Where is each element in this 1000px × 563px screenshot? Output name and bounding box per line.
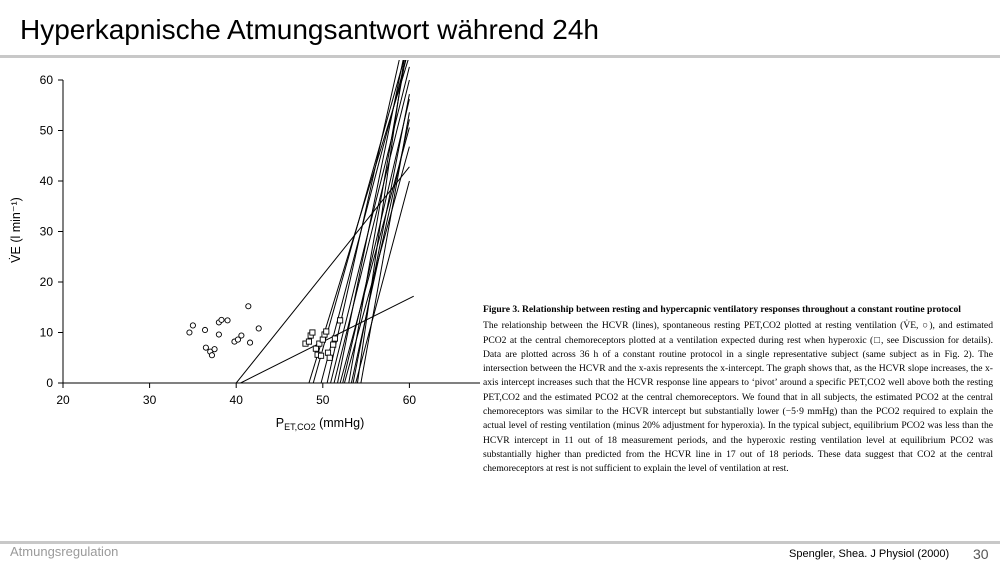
central-pco2-marker: [318, 352, 325, 359]
central-pco2-marker: [337, 317, 344, 324]
slide-title: Hyperkapnische Atmungsantwort während 24…: [20, 14, 600, 45]
caption-body: The relationship between the HCVR (lines…: [483, 320, 993, 475]
resting-petco2-marker: [211, 346, 218, 353]
resting-petco2-marker: [224, 317, 231, 324]
y-tick-label: 50: [40, 124, 54, 138]
resting-petco2-marker: [247, 339, 254, 346]
y-tick-label: 40: [40, 174, 54, 188]
resting-petco2-marker: [201, 326, 209, 334]
hcvr-line: [355, 180, 410, 384]
y-tick-label: 30: [40, 225, 54, 239]
figure-caption: Figure 3. Relationship between resting a…: [483, 303, 993, 477]
y-tick-label: 0: [46, 376, 53, 390]
footer-divider: [0, 541, 1000, 544]
hcvr-line: [360, 112, 410, 384]
central-pco2-marker: [312, 345, 319, 352]
resting-petco2-marker: [245, 303, 252, 310]
y-axis-title: V̇E (l min⁻¹): [9, 197, 23, 263]
hcvr-line: [356, 60, 405, 384]
axis-labels: 0 10 20 30 40 50 60 20 30 40 50 60 PET,CO2 (mmHg) V̇E…: [9, 73, 416, 432]
resting-petco2-marker: [208, 352, 216, 359]
x-tick-label: 60: [403, 393, 417, 407]
central-pco2-marker: [305, 338, 312, 345]
page-number: 30: [973, 546, 989, 562]
central-pco2-marker: [309, 329, 316, 336]
hcvr-chart: 0 10 20 30 40 50 60 20 30 40 50 60 PET,CO2 (mmHg) V̇E…: [9, 60, 480, 432]
x-tick-label: 40: [230, 393, 244, 407]
central-pco2-marker: [330, 341, 337, 348]
x-axis-title: PET,CO2 (mmHg): [276, 416, 364, 432]
resting-petco2-marker: [202, 344, 209, 351]
central-pco2-marker: [324, 349, 332, 356]
hcvr-line: [337, 60, 404, 384]
resting-petco2-marker: [238, 332, 245, 339]
x-tick-label: 50: [316, 393, 330, 407]
y-tick-label: 20: [40, 275, 54, 289]
data-markers: [186, 303, 344, 361]
hcvr-line: [352, 94, 410, 384]
y-tick-label: 60: [40, 73, 54, 87]
hcvr-line: [342, 99, 410, 384]
citation: Spengler, Shea. J Physiol (2000): [789, 548, 950, 560]
y-tick-label: 10: [40, 326, 54, 340]
hcvr-line: [312, 60, 405, 384]
central-pco2-marker: [331, 335, 338, 342]
resting-petco2-marker: [255, 325, 262, 332]
hcvr-line: [333, 79, 410, 384]
resting-petco2-marker: [215, 331, 222, 338]
title-divider: [0, 55, 1000, 58]
resting-petco2-marker: [234, 336, 241, 343]
x-tick-label: 30: [143, 393, 157, 407]
resting-petco2-marker: [189, 322, 196, 329]
resting-petco2-marker: [186, 329, 193, 336]
hcvr-line: [350, 119, 410, 384]
hcvr-lines: [235, 60, 414, 384]
footer-section-label: Atmungsregulation: [10, 544, 119, 559]
central-pco2-marker: [326, 354, 333, 361]
central-pco2-marker: [316, 340, 323, 347]
chart-axes: [58, 79, 480, 388]
x-tick-label: 20: [56, 393, 70, 407]
central-pco2-marker: [319, 336, 326, 343]
central-pco2-marker: [323, 328, 330, 335]
resting-petco2-marker: [218, 316, 225, 323]
caption-title: Figure 3. Relationship between resting a…: [483, 304, 961, 315]
hcvr-line: [240, 295, 414, 384]
